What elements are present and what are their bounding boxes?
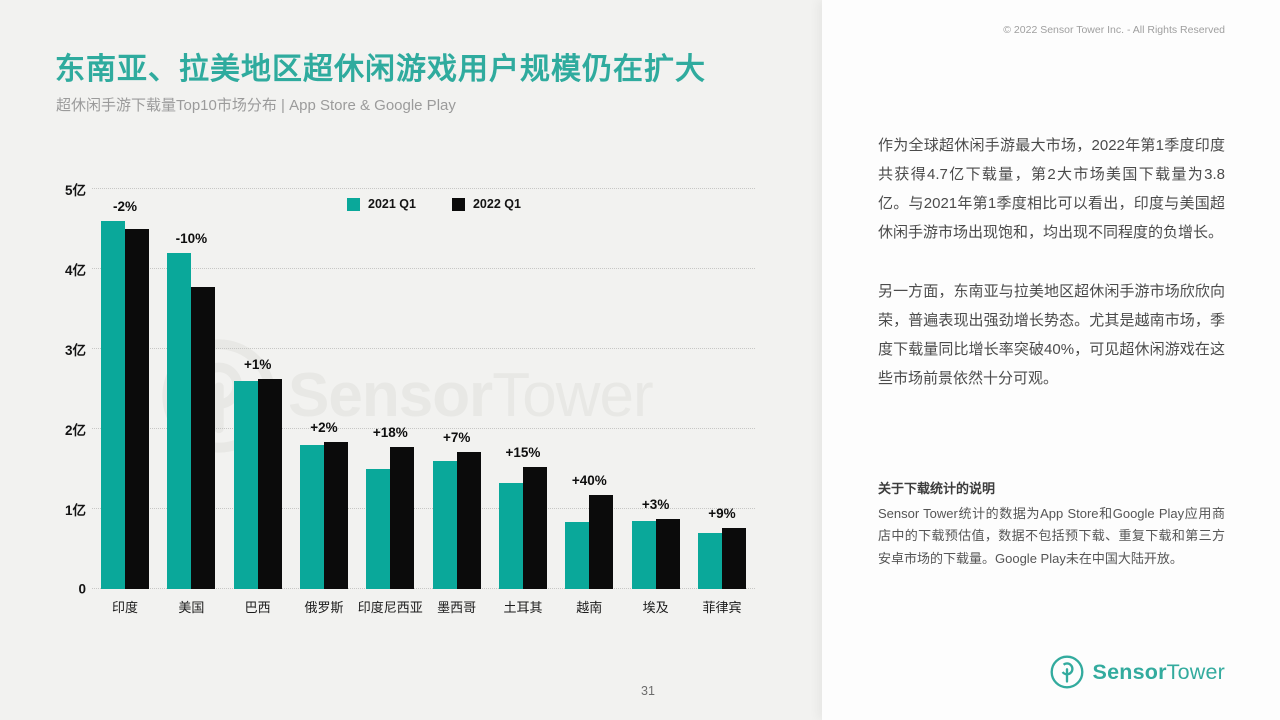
report-left-panel: 东南亚、拉美地区超休闲游戏用户规模仍在扩大 超休闲手游下载量Top10市场分布 … bbox=[55, 53, 755, 698]
bar-chart: SensorTower 0 1亿 2亿 3亿 4亿 5亿 2021 Q1 2022 Q1 -… bbox=[65, 183, 755, 615]
bar-2021q1 bbox=[233, 381, 258, 589]
bar-2022q1 bbox=[655, 518, 680, 589]
chart-bars-layer: -2% 印度 -10% 美国 +1% 巴西 +2% 俄罗斯 +18% 印度尼西亚 +7% 墨西哥 +15… bbox=[92, 189, 755, 615]
bar-group-8: +40% 越南 bbox=[565, 189, 614, 615]
bar-group-7: +15% 土耳其 bbox=[498, 189, 547, 615]
legend-label: 2021 Q1 bbox=[368, 197, 416, 211]
bar-2022q1 bbox=[257, 379, 282, 589]
x-axis-label: 印度 bbox=[111, 600, 139, 615]
note-title: 关于下载统计的说明 bbox=[878, 480, 996, 496]
bar-2022q1 bbox=[589, 494, 614, 589]
y-axis-tick: 0 bbox=[78, 581, 86, 597]
bar-2022q1 bbox=[456, 452, 481, 589]
legend-swatch bbox=[347, 197, 360, 211]
bar-group-5: +18% 印度尼西亚 bbox=[358, 189, 423, 615]
commentary-paragraph-1: 作为全球超休闲手游最大市场，2022年第1季度印度共获得4.7亿下载量，第2大市… bbox=[878, 137, 1225, 241]
note-body: Sensor Tower统计的数据为App Store和Google Play应… bbox=[878, 505, 1225, 567]
download-stats-note: 关于下载统计的说明 Sensor Tower统计的数据为App Store和Go… bbox=[878, 478, 1225, 571]
page-number: 31 bbox=[641, 684, 655, 698]
change-percent-label: +18% bbox=[372, 425, 408, 441]
legend-label: 2022 Q1 bbox=[472, 197, 521, 211]
x-axis-label: 越南 bbox=[576, 600, 603, 615]
report-right-panel: © 2022 Sensor Tower Inc. - All Rights Re… bbox=[822, 0, 1280, 720]
bar-2021q1 bbox=[565, 521, 590, 589]
bar-group-9: +3% 埃及 bbox=[631, 189, 680, 615]
logo-text: SensorTower bbox=[1092, 659, 1225, 684]
x-axis-label: 土耳其 bbox=[503, 600, 543, 615]
bar-2021q1 bbox=[101, 221, 125, 589]
change-percent-label: +2% bbox=[310, 419, 338, 435]
bar-2022q1 bbox=[125, 229, 149, 589]
copyright-text: © 2022 Sensor Tower Inc. - All Rights Re… bbox=[1003, 24, 1225, 36]
bar-2021q1 bbox=[432, 461, 457, 589]
bar-2022q1 bbox=[323, 441, 348, 589]
bar-2021q1 bbox=[498, 482, 523, 589]
y-axis-tick: 4亿 bbox=[64, 263, 86, 278]
bar-group-4: +2% 俄罗斯 bbox=[299, 189, 348, 615]
grid-line bbox=[92, 268, 755, 269]
bar-group-3: +1% 巴西 bbox=[233, 189, 282, 615]
y-axis-tick: 1亿 bbox=[64, 503, 86, 518]
commentary-paragraph-2: 另一方面，东南亚与拉美地区超休闲手游市场欣欣向荣，普遍表现出强劲增长势态。尤其是… bbox=[878, 282, 1225, 387]
bar-2022q1 bbox=[522, 466, 547, 589]
bar-group-2: -10% 美国 bbox=[167, 189, 216, 615]
bar-group-6: +7% 墨西哥 bbox=[432, 189, 481, 615]
y-axis-tick: 5亿 bbox=[64, 183, 86, 198]
sensor-tower-logo-icon bbox=[1050, 655, 1084, 689]
bar-2022q1 bbox=[191, 286, 216, 589]
bar-2022q1 bbox=[390, 447, 415, 589]
x-axis-label: 菲律宾 bbox=[702, 600, 742, 615]
x-axis-label: 巴西 bbox=[244, 600, 271, 615]
change-percent-label: -10% bbox=[175, 231, 208, 246]
change-percent-label: +1% bbox=[243, 357, 272, 373]
legend-swatch bbox=[451, 197, 465, 211]
x-axis-label: 俄罗斯 bbox=[304, 600, 344, 615]
change-percent-label: -2% bbox=[112, 199, 138, 214]
x-axis-label: 美国 bbox=[178, 600, 205, 615]
sensor-tower-logo: SensorTower bbox=[878, 654, 1225, 690]
bar-group-10: +9% 菲律宾 bbox=[697, 189, 746, 615]
bar-2021q1 bbox=[167, 253, 192, 589]
bar-2021q1 bbox=[631, 521, 656, 589]
chart-legend: 2021 Q1 2022 Q1 bbox=[347, 197, 521, 211]
y-axis-tick: 2亿 bbox=[64, 423, 86, 438]
legend-item: 2021 Q1 bbox=[347, 197, 416, 211]
bar-2021q1 bbox=[366, 469, 391, 589]
page-subtitle: 超休闲手游下载量Top10市场分布 | App Store & Google P… bbox=[56, 97, 456, 114]
change-percent-label: +3% bbox=[641, 496, 670, 512]
x-axis-label: 墨西哥 bbox=[437, 600, 477, 615]
grid-line bbox=[92, 428, 755, 429]
x-axis-label: 印度尼西亚 bbox=[357, 600, 423, 615]
change-percent-label: +7% bbox=[442, 430, 471, 446]
grid-line bbox=[92, 188, 755, 189]
change-percent-label: +9% bbox=[708, 506, 736, 522]
bar-group-1: -2% 印度 bbox=[101, 189, 149, 615]
change-percent-label: +40% bbox=[571, 472, 607, 488]
bar-2021q1 bbox=[697, 533, 722, 589]
change-percent-label: +15% bbox=[505, 444, 541, 460]
y-axis-tick: 3亿 bbox=[64, 343, 86, 358]
x-axis-label: 埃及 bbox=[642, 600, 669, 615]
grid-line bbox=[92, 348, 755, 349]
bar-2021q1 bbox=[299, 445, 324, 589]
page-title: 东南亚、拉美地区超休闲游戏用户规模仍在扩大 bbox=[55, 53, 706, 86]
bar-2022q1 bbox=[721, 528, 746, 589]
grid-line bbox=[92, 588, 755, 589]
legend-item: 2022 Q1 bbox=[451, 197, 521, 211]
grid-line bbox=[92, 508, 755, 509]
